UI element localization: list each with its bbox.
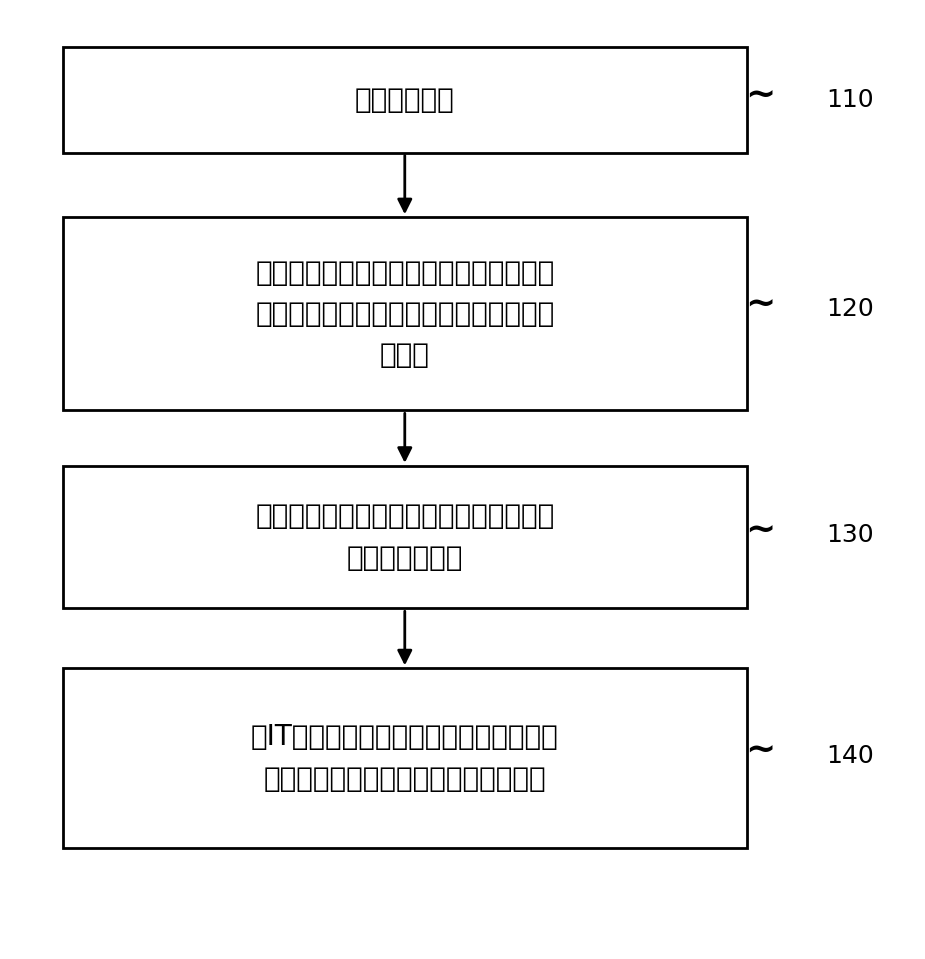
Text: ∼: ∼ xyxy=(745,734,775,768)
Bar xyxy=(63,47,746,152)
Text: 当IT故障发生时，通过格兰杰因果关系对
所述时间序列数据的相关特征进行检验: 当IT故障发生时，通过格兰杰因果关系对 所述时间序列数据的相关特征进行检验 xyxy=(251,723,559,792)
Text: 140: 140 xyxy=(827,743,874,768)
Text: 获取系统日志: 获取系统日志 xyxy=(355,85,455,114)
Text: ∼: ∼ xyxy=(745,79,775,112)
Bar xyxy=(63,466,746,608)
Text: ∼: ∼ xyxy=(745,513,775,548)
Text: ∼: ∼ xyxy=(745,288,775,321)
Text: 130: 130 xyxy=(827,523,874,547)
Bar xyxy=(63,668,746,848)
Text: 110: 110 xyxy=(827,88,874,112)
Bar xyxy=(63,217,746,410)
Text: 基于量化假设检测自动提取所述时间序列
数据的相关特征: 基于量化假设检测自动提取所述时间序列 数据的相关特征 xyxy=(255,503,554,572)
Text: 抽取所述系统日志的关键字段，对所述关
键字段进行统计以得到系统日志的时间序
列数据: 抽取所述系统日志的关键字段，对所述关 键字段进行统计以得到系统日志的时间序 列数… xyxy=(255,259,554,369)
Text: 120: 120 xyxy=(827,297,874,321)
